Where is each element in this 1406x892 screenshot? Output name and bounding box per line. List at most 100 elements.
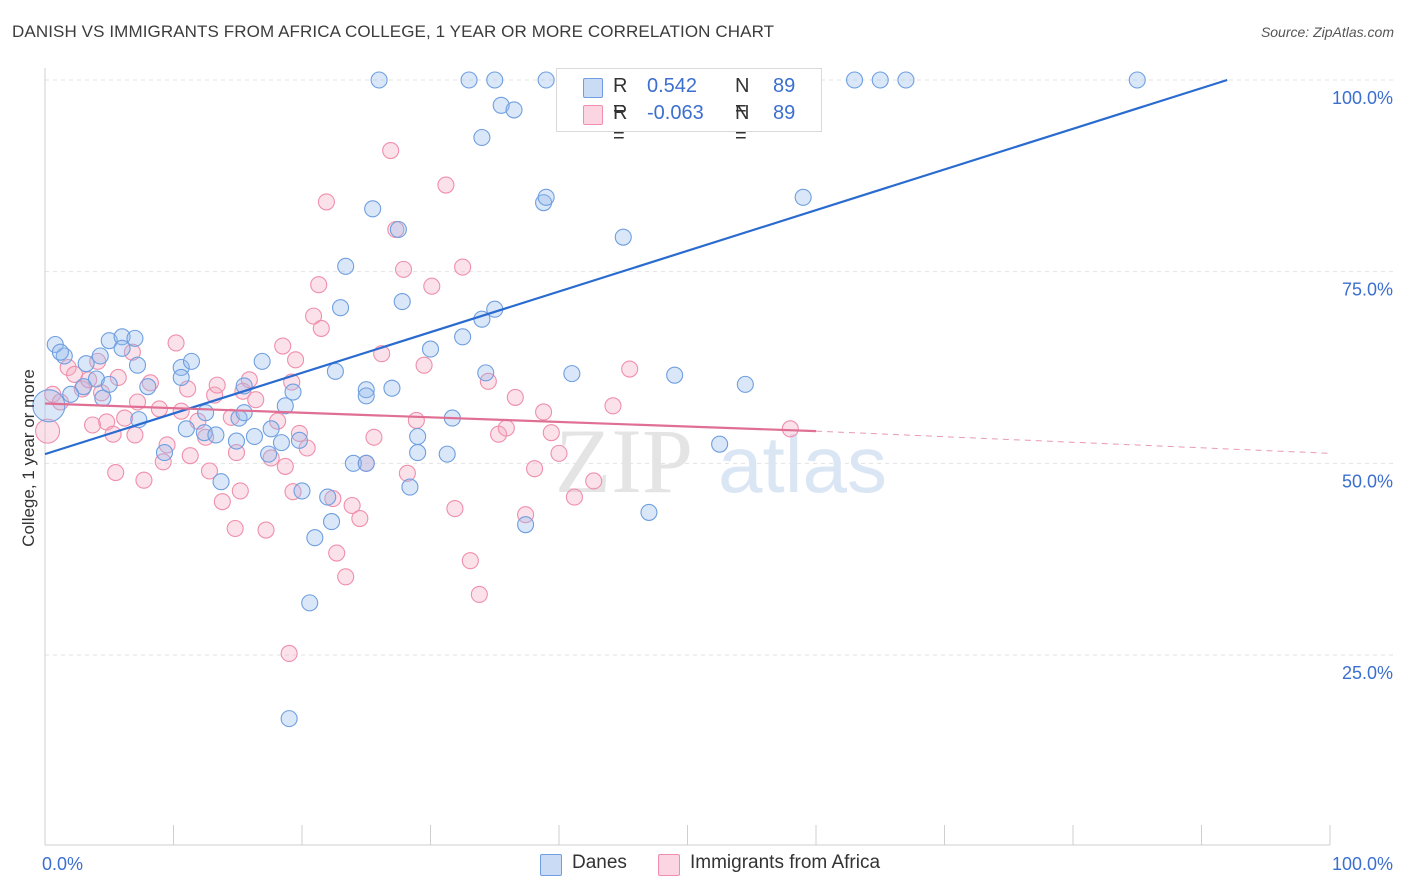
danes-point bbox=[537, 188, 555, 206]
africa-point bbox=[328, 544, 346, 562]
danes-point bbox=[197, 404, 215, 422]
legend-r-value: 0.542 bbox=[647, 75, 698, 97]
africa-point bbox=[208, 376, 226, 394]
danes-point bbox=[537, 71, 555, 89]
danes-point bbox=[319, 488, 337, 506]
danes-point bbox=[337, 257, 355, 275]
danes-point bbox=[473, 128, 491, 147]
danes-point bbox=[736, 375, 754, 393]
africa-point bbox=[517, 506, 535, 524]
danes-point bbox=[486, 71, 504, 89]
africa-point bbox=[351, 509, 369, 528]
danes-point bbox=[389, 220, 407, 239]
trend-lines bbox=[44, 78, 1331, 456]
danes-point bbox=[871, 71, 889, 89]
africa-point bbox=[123, 343, 141, 361]
africa-point bbox=[276, 457, 294, 475]
series-africa-points bbox=[35, 141, 799, 663]
danes-trend-line bbox=[44, 78, 1228, 456]
africa-point bbox=[565, 488, 583, 506]
y-tick-label: 100.0% bbox=[1332, 88, 1393, 108]
danes-point bbox=[245, 427, 264, 446]
danes-point bbox=[293, 482, 311, 500]
danes-point bbox=[409, 444, 427, 462]
africa-point bbox=[604, 397, 622, 415]
danes-point bbox=[477, 364, 495, 382]
danes-point bbox=[77, 355, 95, 373]
danes-point bbox=[505, 101, 523, 119]
africa-point bbox=[337, 568, 355, 586]
danes-point bbox=[91, 347, 109, 365]
danes-point bbox=[357, 381, 375, 399]
axes bbox=[44, 68, 1331, 846]
danes-point bbox=[126, 329, 144, 347]
danes-point bbox=[62, 385, 80, 403]
danes-point bbox=[666, 366, 684, 384]
legend-swatch-africa bbox=[583, 105, 603, 125]
africa-point bbox=[470, 585, 488, 603]
danes-point bbox=[113, 339, 131, 357]
africa-point bbox=[382, 141, 400, 160]
series-danes-points bbox=[32, 71, 1146, 728]
legend-swatch-danes bbox=[540, 854, 562, 876]
legend-swatch-danes bbox=[583, 78, 603, 98]
y-axis-label: College, 1 year or more bbox=[19, 369, 38, 547]
africa-point bbox=[107, 463, 125, 482]
y-tick-label: 50.0% bbox=[1342, 471, 1393, 491]
danes-point bbox=[227, 432, 246, 450]
africa-point bbox=[497, 419, 515, 437]
legend-r-value: -0.063 bbox=[647, 102, 704, 124]
africa-point bbox=[305, 307, 323, 325]
legend-swatch-africa bbox=[658, 854, 680, 876]
africa-trend-line bbox=[44, 402, 817, 433]
africa-point bbox=[35, 418, 61, 444]
danes-point bbox=[139, 378, 157, 396]
africa-point bbox=[135, 471, 153, 489]
africa-point bbox=[247, 391, 265, 409]
legend-n-value: 89 bbox=[773, 75, 796, 97]
africa-point bbox=[461, 552, 479, 570]
africa-point bbox=[167, 334, 185, 352]
africa-point bbox=[407, 411, 425, 429]
danes-point bbox=[87, 370, 105, 388]
africa-trend-extension bbox=[815, 430, 1331, 454]
danes-point bbox=[172, 368, 190, 387]
y-tick-label: 75.0% bbox=[1342, 280, 1393, 300]
legend-label-africa: Immigrants from Africa bbox=[690, 852, 881, 873]
danes-point bbox=[235, 404, 253, 422]
africa-point bbox=[280, 644, 298, 663]
x-tick-label: 100.0% bbox=[1332, 854, 1393, 874]
danes-point bbox=[212, 473, 230, 491]
danes-point bbox=[383, 379, 401, 397]
danes-point bbox=[280, 710, 298, 728]
danes-point bbox=[370, 71, 388, 89]
africa-point bbox=[200, 462, 219, 480]
africa-point bbox=[394, 260, 413, 278]
africa-point bbox=[454, 258, 472, 276]
danes-point bbox=[492, 96, 510, 114]
africa-point bbox=[226, 519, 244, 538]
danes-point bbox=[323, 513, 341, 531]
africa-point bbox=[126, 426, 144, 444]
danes-point bbox=[51, 343, 69, 361]
stats-legend: R = 0.542 N = 89 R = -0.063 N = 89 bbox=[556, 68, 822, 147]
africa-point bbox=[423, 277, 441, 295]
danes-point bbox=[260, 445, 278, 463]
danes-point bbox=[306, 529, 324, 547]
africa-point bbox=[181, 447, 199, 465]
africa-point bbox=[287, 351, 305, 369]
danes-point bbox=[845, 71, 864, 89]
danes-point bbox=[326, 362, 344, 380]
danes-point bbox=[100, 375, 118, 393]
danes-point bbox=[563, 365, 581, 383]
africa-point bbox=[343, 496, 361, 515]
africa-point bbox=[109, 368, 127, 387]
legend-r-label: R = bbox=[613, 75, 628, 120]
africa-point bbox=[437, 176, 455, 194]
danes-point bbox=[301, 594, 319, 612]
danes-point bbox=[897, 71, 915, 89]
africa-point bbox=[446, 500, 464, 518]
danes-point bbox=[262, 420, 280, 438]
danes-point bbox=[177, 420, 195, 438]
